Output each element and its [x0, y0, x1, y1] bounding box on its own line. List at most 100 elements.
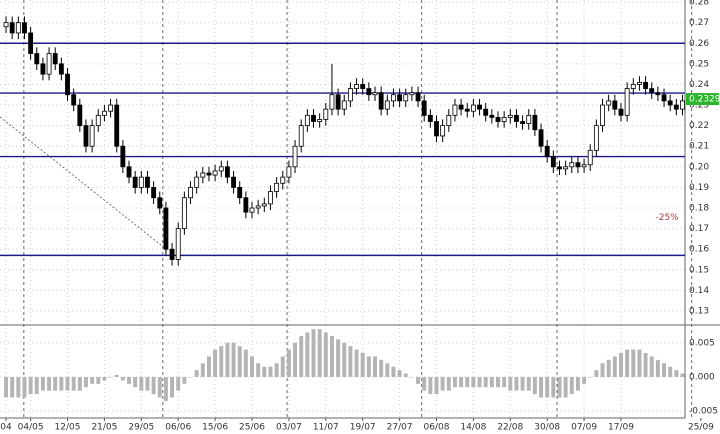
candle-body	[630, 84, 636, 89]
histogram-bar	[575, 376, 580, 391]
x-tick-label: 07/09	[571, 423, 597, 433]
candle-body	[649, 88, 655, 94]
histogram-bar	[206, 356, 211, 377]
histogram-bar	[373, 356, 377, 377]
candle-body	[120, 145, 126, 168]
histogram-bar	[452, 376, 457, 388]
histogram-bar	[182, 376, 187, 384]
candle-body	[643, 81, 649, 89]
x-tick-label: 27/07	[387, 423, 413, 433]
candle-body	[108, 104, 113, 112]
y-tick-label: -0.005	[689, 407, 718, 417]
candle-body	[145, 176, 150, 188]
candle-body	[378, 92, 384, 110]
y-tick-label: 0.14	[689, 286, 709, 296]
candle-body	[95, 114, 101, 127]
x-tick-label: 14/08	[460, 423, 486, 433]
histogram-bar	[409, 376, 414, 378]
histogram-bar	[631, 349, 636, 377]
candle-body	[403, 94, 409, 102]
histogram-bar	[274, 363, 279, 377]
candle-body	[231, 176, 236, 188]
y-tick-label: 0.26	[689, 39, 709, 49]
histogram-bar	[625, 349, 630, 377]
histogram-bar	[200, 363, 205, 377]
candle-body	[132, 176, 138, 188]
candle-body	[114, 104, 120, 147]
candle-body	[329, 94, 335, 110]
histogram-bar	[237, 346, 242, 377]
histogram-bar	[569, 376, 574, 395]
candle-body	[200, 172, 206, 178]
candle-body	[372, 92, 378, 96]
candle-body	[526, 114, 532, 124]
histogram-bar	[268, 366, 273, 377]
histogram-bar	[213, 349, 218, 377]
histogram-bar	[170, 376, 175, 398]
histogram-bar	[243, 349, 248, 377]
candle-body	[680, 100, 685, 110]
candle-body	[673, 104, 679, 110]
x-tick-label: 06/06	[165, 423, 191, 433]
candle-body	[335, 94, 341, 110]
candle-body	[255, 205, 261, 209]
candle-body	[501, 116, 507, 122]
histogram-bar	[163, 376, 168, 401]
candle-body	[600, 104, 605, 127]
candle-body	[347, 88, 353, 102]
candle-body	[157, 197, 163, 209]
y-tick-label: 0.23	[689, 101, 709, 111]
candle-body	[575, 162, 581, 168]
histogram-bar	[40, 376, 45, 391]
x-tick-label: 17/09	[608, 423, 634, 433]
histogram-bar	[311, 329, 316, 377]
histogram-bar	[422, 376, 427, 391]
histogram-bar	[483, 376, 488, 388]
y-tick-label: 0.13	[689, 306, 709, 316]
histogram-bar	[489, 376, 494, 388]
y-tick-label: 0.000	[689, 372, 715, 382]
candle-body	[249, 207, 255, 213]
histogram-bar	[582, 376, 587, 384]
histogram-bar	[219, 346, 224, 377]
histogram-bar	[440, 376, 445, 391]
candle-body	[268, 191, 273, 205]
histogram-bar	[502, 376, 507, 388]
histogram-bar	[34, 376, 39, 395]
histogram-bar	[606, 359, 611, 377]
candle-body	[470, 104, 476, 112]
x-tick-label: 12/05	[55, 423, 81, 433]
histogram-bar	[477, 376, 482, 388]
candle-body	[624, 88, 630, 116]
histogram-bar	[256, 363, 261, 377]
histogram-bar	[286, 349, 291, 377]
candle-body	[89, 125, 95, 147]
candle-body	[458, 104, 464, 110]
candle-body	[384, 100, 390, 110]
y-tick-label: 0.21	[689, 142, 709, 152]
histogram-bar	[102, 376, 107, 381]
histogram-bar	[496, 376, 500, 388]
candle-body	[261, 203, 267, 207]
y-tick-label: 0.28	[689, 0, 709, 8]
candle-body	[520, 121, 526, 124]
candle-body	[477, 104, 482, 110]
y-tick-label: 0.22	[689, 121, 709, 131]
histogram-bar	[4, 376, 8, 398]
histogram-bar	[22, 376, 27, 398]
candle-body	[58, 63, 64, 75]
candle-body	[243, 197, 249, 213]
histogram-bar	[551, 376, 556, 398]
y-tick-label: 0.005	[689, 338, 715, 348]
candle-body	[507, 114, 513, 118]
candle-body	[280, 176, 286, 184]
candle-body	[151, 187, 157, 199]
histogram-bar	[545, 376, 550, 398]
candle-body	[188, 187, 193, 199]
y-tick-label: 0.24	[689, 80, 709, 90]
histogram-bar	[403, 373, 408, 377]
candle-body	[618, 108, 624, 116]
candle-body	[317, 119, 323, 122]
histogram-bar	[520, 376, 525, 391]
